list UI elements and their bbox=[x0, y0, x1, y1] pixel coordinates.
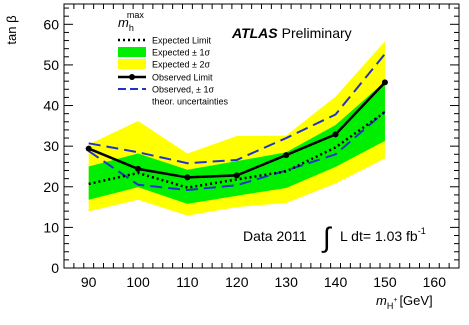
x-tick-label-90: 90 bbox=[81, 274, 97, 290]
y-tick-label-50: 50 bbox=[43, 57, 59, 73]
experiment-label: ATLAS Preliminary bbox=[231, 25, 352, 41]
observed-point-110 bbox=[184, 174, 191, 181]
x-tick-label-100: 100 bbox=[126, 274, 150, 290]
y-tick-label-0: 0 bbox=[51, 260, 59, 276]
lumi-text-main: L dt= 1.03 fb bbox=[340, 228, 418, 244]
y-tick-label-60: 60 bbox=[43, 16, 59, 32]
experiment-bold: ATLAS bbox=[231, 25, 278, 41]
lumi-prefix: Data 2011 bbox=[243, 228, 307, 244]
experiment-rest: Preliminary bbox=[282, 25, 352, 41]
legend-observed-marker bbox=[129, 74, 135, 80]
legend: Expected Limit Expected ± 1σ Expected ± 2σ… bbox=[118, 36, 229, 107]
legend-1sigma-swatch bbox=[118, 47, 146, 57]
scenario-label: mh max bbox=[118, 10, 144, 33]
x-tick-label-160: 160 bbox=[423, 274, 447, 290]
x-axis-label-unit: [GeV] bbox=[399, 293, 432, 308]
observed-point-100 bbox=[135, 165, 142, 172]
observed-point-120 bbox=[233, 172, 240, 179]
y-tick-label-30: 30 bbox=[43, 138, 59, 154]
y-tick-label-40: 40 bbox=[43, 98, 59, 114]
scenario-sub: h bbox=[129, 23, 134, 33]
legend-label-2: Expected ± 2σ bbox=[152, 60, 210, 70]
legend-label-5: theor. uncertainties bbox=[152, 97, 229, 107]
x-tick-label-120: 120 bbox=[225, 274, 249, 290]
observed-point-90 bbox=[85, 145, 92, 152]
scenario-sup: max bbox=[127, 10, 145, 20]
lumi-text: L dt= 1.03 fb-1 bbox=[340, 226, 426, 244]
x-tick-label-150: 150 bbox=[373, 274, 397, 290]
x-tick-label-110: 110 bbox=[176, 274, 199, 290]
lines-layer bbox=[85, 53, 388, 192]
legend-label-0: Expected Limit bbox=[152, 36, 212, 46]
x-tick-label-140: 140 bbox=[324, 274, 348, 290]
observed-point-140 bbox=[332, 131, 339, 138]
observed-point-150 bbox=[381, 79, 388, 86]
y-tick-label-20: 20 bbox=[43, 179, 59, 195]
x-axis-label: mH+ [GeV] bbox=[376, 293, 433, 311]
expected-limit-line bbox=[88, 111, 386, 189]
legend-2sigma-swatch bbox=[118, 59, 146, 69]
scenario-main: m bbox=[118, 15, 129, 30]
ticks-layer: 90 100 110 120 130 140 150 160 0 10 20 30 40 50 60 bbox=[43, 4, 460, 290]
lumi-text-sup: -1 bbox=[418, 226, 426, 236]
lumi-integral: ∫ bbox=[321, 222, 333, 253]
x-axis-label-sub: H bbox=[387, 301, 394, 311]
observed-theory-lower-line bbox=[88, 110, 386, 192]
y-axis-label: tan β bbox=[4, 15, 19, 44]
y-tick-label-10: 10 bbox=[43, 219, 59, 235]
observed-point-130 bbox=[283, 152, 290, 159]
observed-theory-upper-line bbox=[88, 53, 386, 165]
legend-label-3: Observed Limit bbox=[152, 73, 213, 83]
legend-label-4: Observed, ± 1σ bbox=[152, 85, 214, 95]
x-tick-label-130: 130 bbox=[275, 274, 299, 290]
x-axis-label-main: m bbox=[376, 293, 387, 308]
legend-label-1: Expected ± 1σ bbox=[152, 48, 210, 58]
x-axis-label-sup: + bbox=[393, 297, 397, 304]
